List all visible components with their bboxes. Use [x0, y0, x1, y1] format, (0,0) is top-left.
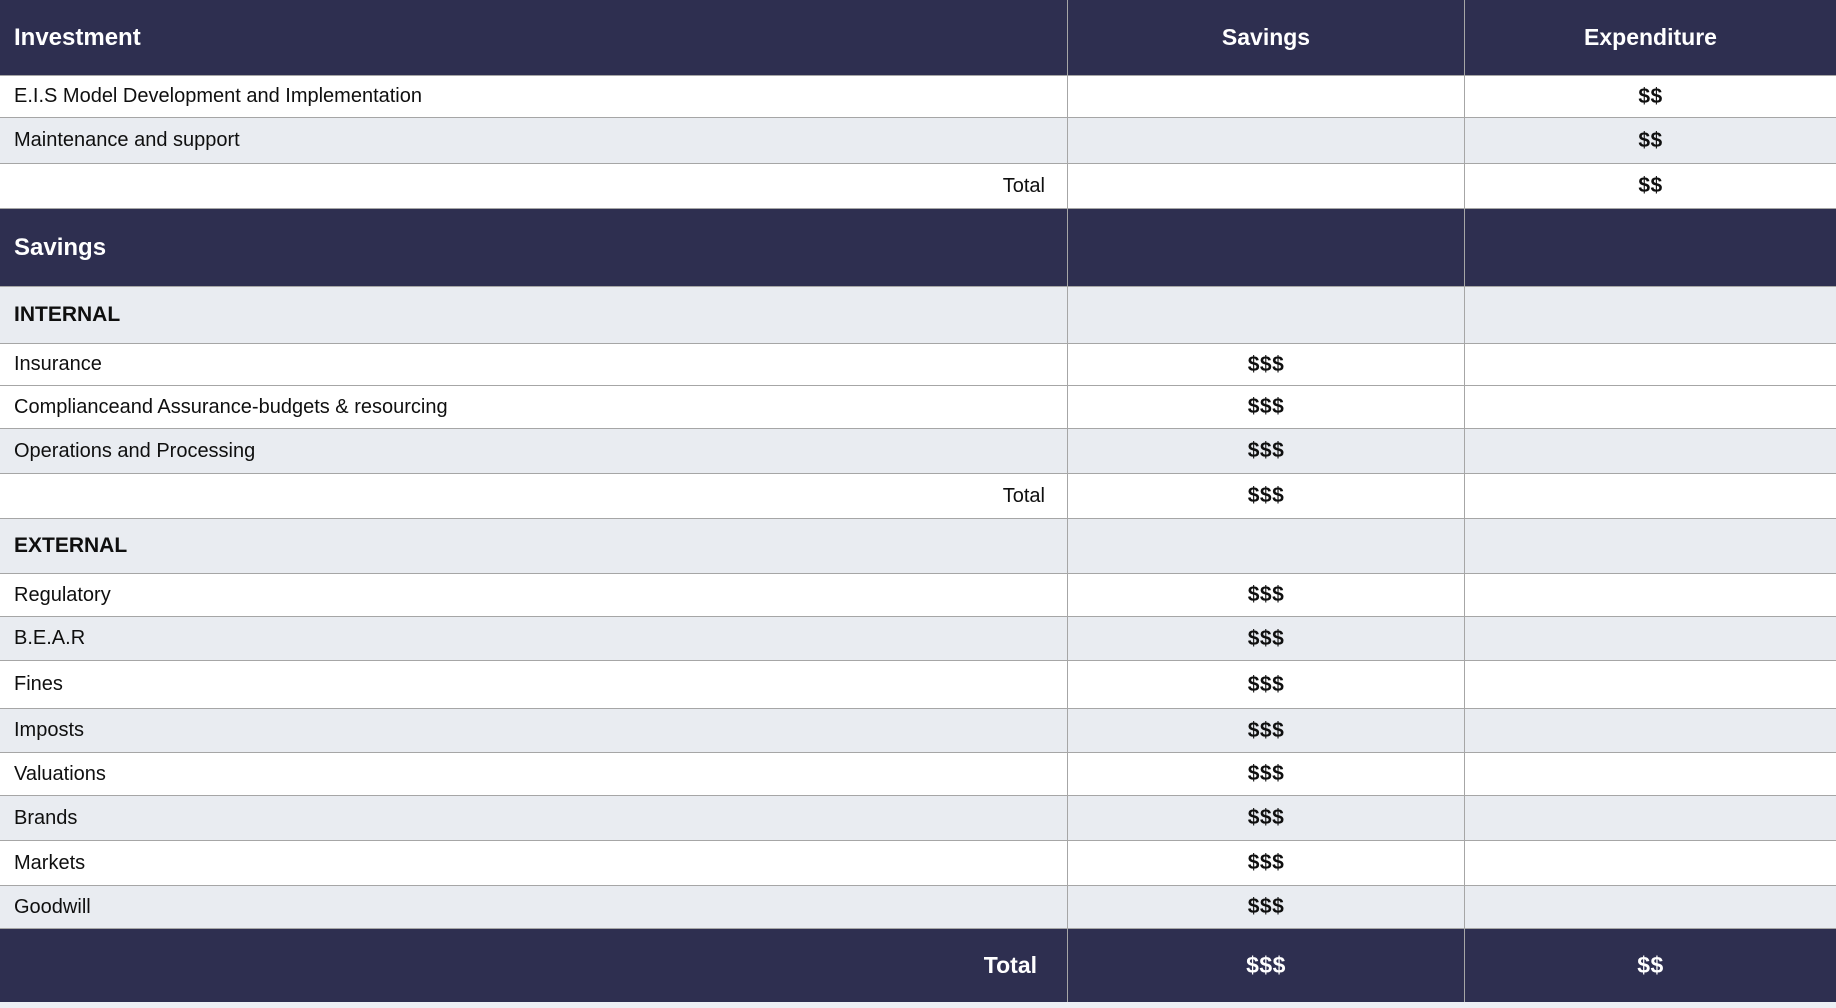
grand-total-row: Total $$$ $$: [0, 928, 1836, 1002]
expenditure-value-cell: [1465, 796, 1836, 840]
savings-value-cell: $$$: [1068, 886, 1465, 928]
expenditure-value-cell: [1465, 287, 1836, 343]
row-label-cell: Total: [0, 164, 1068, 208]
savings-value-cell: $$$: [1068, 386, 1465, 428]
savings-value-cell: $$$: [1068, 474, 1465, 518]
expenditure-value-cell: $$: [1638, 128, 1663, 152]
savings-value-cell: [1068, 164, 1465, 208]
grand-total-savings-value: $$$: [1068, 929, 1465, 1002]
subsection-row: EXTERNAL: [0, 518, 1836, 573]
row-label-cell: Total: [0, 474, 1068, 518]
expenditure-value-cell: [1465, 386, 1836, 428]
grand-total-expenditure-value: $$: [1637, 952, 1664, 978]
table-row: Brands $$$: [0, 795, 1836, 840]
row-label-cell: Goodwill: [0, 886, 1068, 928]
table-header-row: Investment Savings Expenditure: [0, 0, 1836, 75]
table-row: B.E.A.R $$$: [0, 616, 1836, 660]
table-bottom-strip: [0, 1002, 1836, 1008]
table-row: Operations and Processing $$$: [0, 428, 1836, 473]
table-row: Valuations $$$: [0, 752, 1836, 795]
row-label-cell: Fines: [0, 661, 1068, 708]
table-row: Markets $$$: [0, 840, 1836, 885]
row-label-cell: EXTERNAL: [0, 519, 1068, 573]
row-label-cell: Complianceand Assurance-budgets & resour…: [0, 386, 1068, 428]
row-label-cell: Regulatory: [0, 574, 1068, 616]
expenditure-value-cell: [1465, 661, 1836, 708]
column-header-savings: Savings: [1068, 0, 1465, 75]
row-label-cell: Brands: [0, 796, 1068, 840]
expenditure-value-cell: [1465, 519, 1836, 573]
table-row: Complianceand Assurance-budgets & resour…: [0, 385, 1836, 428]
row-label-cell: Valuations: [0, 753, 1068, 795]
row-label-cell: Imposts: [0, 709, 1068, 752]
expenditure-value-cell: [1465, 709, 1836, 752]
table-row: Regulatory $$$: [0, 573, 1836, 616]
row-label-cell: B.E.A.R: [0, 617, 1068, 660]
savings-value-cell: $$$: [1068, 617, 1465, 660]
row-label-cell: E.I.S Model Development and Implementati…: [0, 76, 1068, 117]
row-label-cell: Markets: [0, 841, 1068, 885]
table-row: Maintenance and support $$: [0, 117, 1836, 163]
savings-value-cell: $$$: [1068, 344, 1465, 385]
expenditure-value-cell: [1465, 753, 1836, 795]
savings-value-cell: $$$: [1068, 661, 1465, 708]
subtotal-row: Total $$$: [0, 473, 1836, 518]
table-row: Goodwill $$$: [0, 885, 1836, 928]
savings-value-cell: $$$: [1068, 796, 1465, 840]
expenditure-value-cell: [1465, 209, 1836, 286]
savings-value-cell: $$$: [1068, 753, 1465, 795]
table-row: Fines $$$: [0, 660, 1836, 708]
expenditure-value-cell: [1465, 474, 1836, 518]
row-label-cell: Savings: [0, 209, 1068, 286]
savings-value-cell: $$$: [1068, 709, 1465, 752]
savings-value-cell: $$$: [1068, 429, 1465, 473]
savings-value-cell: [1068, 287, 1465, 343]
table-row: Imposts $$$: [0, 708, 1836, 752]
expenditure-value-cell: [1465, 841, 1836, 885]
savings-value-cell: [1068, 519, 1465, 573]
expenditure-value-cell: [1465, 617, 1836, 660]
expenditure-value-cell: [1465, 886, 1836, 928]
row-label-cell: Operations and Processing: [0, 429, 1068, 473]
expenditure-value-cell: [1465, 574, 1836, 616]
subsection-row: INTERNAL: [0, 286, 1836, 343]
column-header-investment: Investment: [0, 0, 1068, 75]
subtotal-row: Total $$: [0, 163, 1836, 208]
table-row: E.I.S Model Development and Implementati…: [0, 75, 1836, 117]
row-label-cell: INTERNAL: [0, 287, 1068, 343]
section-header-row: Savings: [0, 208, 1836, 286]
expenditure-value-cell: $$: [1638, 174, 1663, 197]
row-label-cell: Maintenance and support: [0, 118, 1068, 163]
savings-value-cell: $$$: [1068, 574, 1465, 616]
expenditure-value-cell: [1465, 344, 1836, 385]
expenditure-value-cell: [1465, 429, 1836, 473]
savings-value-cell: [1068, 209, 1465, 286]
savings-value-cell: [1068, 118, 1465, 163]
expenditure-value-cell: $$: [1638, 84, 1663, 108]
grand-total-label: Total: [0, 929, 1068, 1002]
column-header-expenditure: Expenditure: [1584, 24, 1717, 50]
savings-value-cell: [1068, 76, 1465, 117]
table-row: Insurance $$$: [0, 343, 1836, 385]
savings-value-cell: $$$: [1068, 841, 1465, 885]
row-label-cell: Insurance: [0, 344, 1068, 385]
